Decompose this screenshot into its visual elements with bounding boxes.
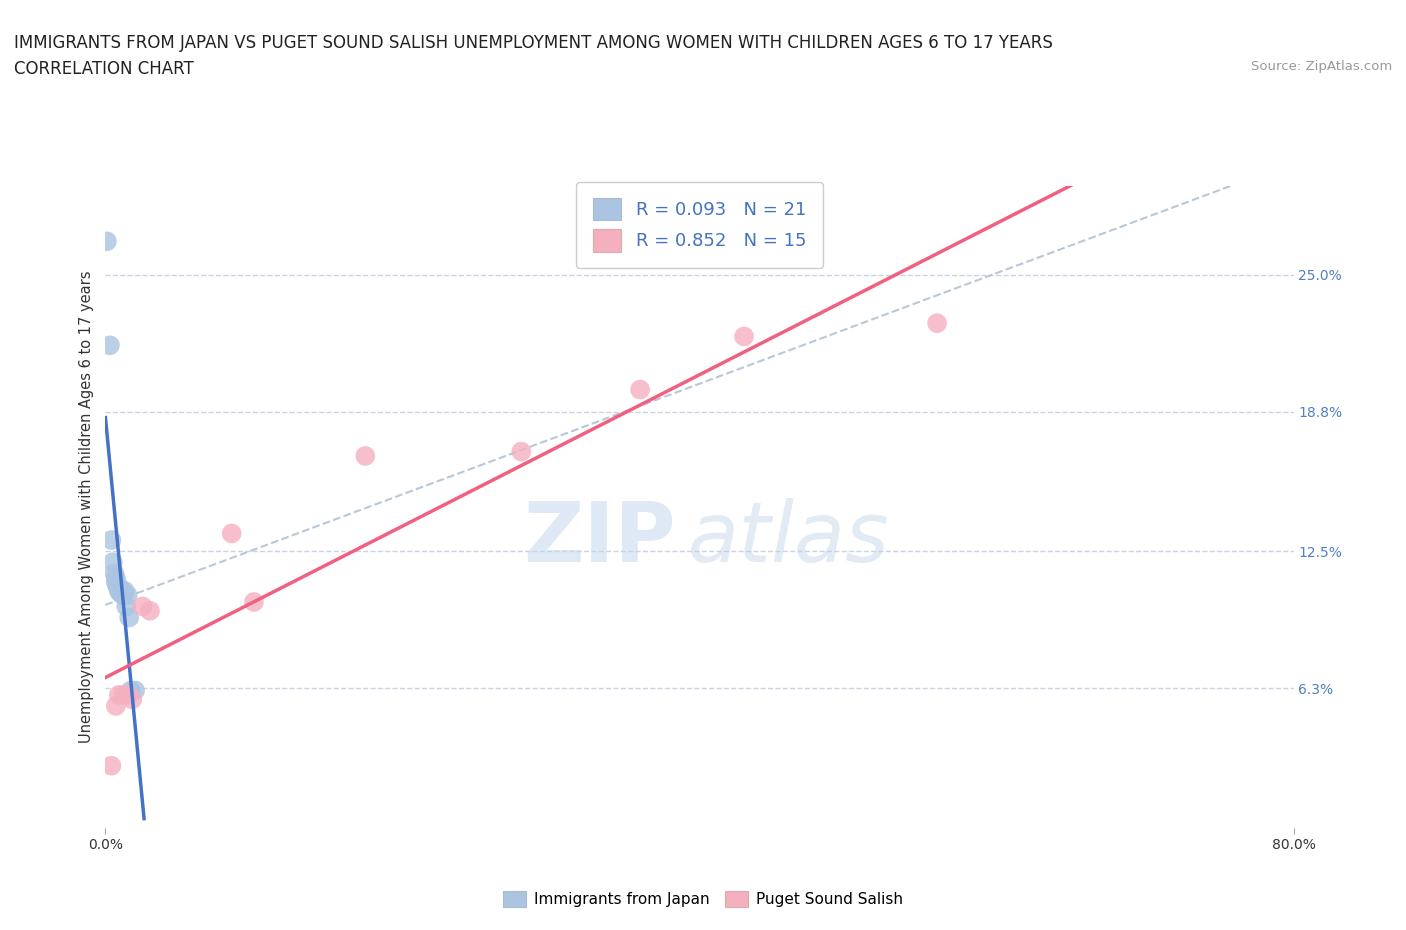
Point — [139, 604, 162, 618]
Point — [110, 581, 132, 596]
Text: CORRELATION CHART: CORRELATION CHART — [14, 60, 194, 78]
Point — [112, 588, 135, 603]
Point — [628, 382, 651, 397]
Point — [105, 577, 128, 591]
Point — [117, 687, 139, 702]
Point — [108, 581, 131, 596]
Point — [114, 583, 136, 598]
Y-axis label: Unemployment Among Women with Children Ages 6 to 17 years: Unemployment Among Women with Children A… — [79, 271, 94, 743]
Legend: R = 0.093   N = 21, R = 0.852   N = 15: R = 0.093 N = 21, R = 0.852 N = 15 — [576, 182, 823, 268]
Point — [104, 570, 127, 585]
Point — [120, 683, 142, 698]
Point — [112, 687, 135, 702]
Legend: Immigrants from Japan, Puget Sound Salish: Immigrants from Japan, Puget Sound Salis… — [498, 884, 908, 913]
Point — [96, 233, 118, 248]
Point — [101, 554, 124, 569]
Text: atlas: atlas — [688, 498, 889, 579]
Text: IMMIGRANTS FROM JAPAN VS PUGET SOUND SALISH UNEMPLOYMENT AMONG WOMEN WITH CHILDR: IMMIGRANTS FROM JAPAN VS PUGET SOUND SAL… — [14, 34, 1053, 52]
Point — [110, 586, 132, 601]
Point — [118, 610, 141, 625]
Point — [105, 579, 128, 594]
Point — [221, 526, 243, 541]
Point — [510, 445, 533, 459]
Point — [124, 683, 146, 698]
Point — [117, 588, 139, 603]
Point — [98, 338, 121, 352]
Point — [733, 329, 755, 344]
Point — [121, 692, 143, 707]
Point — [111, 583, 134, 598]
Point — [104, 698, 127, 713]
Point — [243, 594, 266, 609]
Point — [100, 533, 122, 548]
Text: ZIP: ZIP — [523, 498, 676, 579]
Point — [100, 758, 122, 773]
Point — [108, 583, 131, 598]
Point — [108, 687, 131, 702]
Point — [115, 599, 138, 614]
Point — [131, 599, 153, 614]
Text: Source: ZipAtlas.com: Source: ZipAtlas.com — [1251, 60, 1392, 73]
Point — [103, 565, 125, 580]
Point — [354, 448, 377, 463]
Point — [104, 575, 127, 590]
Point — [927, 316, 949, 331]
